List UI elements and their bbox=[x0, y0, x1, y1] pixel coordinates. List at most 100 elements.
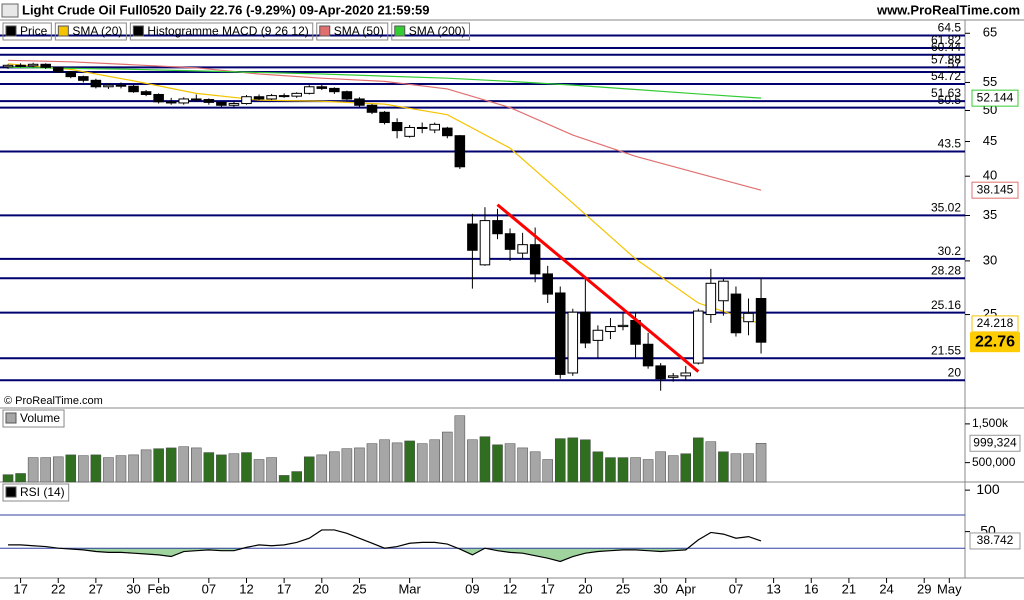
x-tick-label: 07 bbox=[729, 581, 743, 596]
candle-body bbox=[278, 95, 290, 98]
value-tag bbox=[971, 89, 1019, 107]
x-tick-label: 17 bbox=[277, 581, 291, 596]
candle-body bbox=[580, 311, 591, 344]
x-tick-label: 27 bbox=[89, 581, 103, 596]
volume-bar bbox=[479, 436, 491, 483]
value-tag-label: 38.145 bbox=[977, 182, 1014, 196]
candle-body bbox=[40, 63, 51, 68]
x-tick-label: 07 bbox=[202, 581, 216, 596]
value-tag bbox=[971, 181, 1019, 199]
volume-bar bbox=[680, 453, 692, 483]
candle-body bbox=[705, 282, 717, 316]
candle-body bbox=[128, 85, 139, 93]
volume-bar bbox=[429, 439, 441, 483]
y-tick-label: 35 bbox=[983, 207, 997, 222]
volume-bar bbox=[529, 451, 541, 483]
volume-bar bbox=[329, 451, 340, 483]
legend-item: SMA (200) bbox=[391, 22, 470, 41]
x-tick-label: 16 bbox=[804, 581, 818, 596]
value-tag bbox=[969, 434, 1021, 452]
candle-body bbox=[341, 91, 353, 100]
candle-body bbox=[78, 76, 89, 81]
candle-body bbox=[642, 343, 654, 367]
x-tick-label: 17 bbox=[13, 581, 27, 596]
level-label: 50.5 bbox=[938, 93, 962, 107]
volume-bar bbox=[554, 438, 566, 483]
legend-box bbox=[391, 22, 470, 41]
y-tick-label: 30 bbox=[983, 252, 997, 267]
value-tag-label: 24.218 bbox=[977, 316, 1014, 330]
x-tick-label: 09 bbox=[465, 581, 479, 596]
candle-body bbox=[442, 127, 453, 137]
candle-body bbox=[517, 244, 528, 254]
volume-bar bbox=[743, 453, 754, 483]
x-tick-label: 30 bbox=[653, 581, 667, 596]
volume-bar bbox=[115, 455, 127, 483]
volume-bar bbox=[2, 474, 14, 483]
chart-icon bbox=[1, 3, 19, 18]
volume-bar bbox=[517, 447, 528, 483]
volume-bar bbox=[454, 415, 466, 483]
candle-body bbox=[253, 96, 265, 100]
y-tick-label: 100 bbox=[976, 481, 1000, 497]
candle-body bbox=[554, 292, 566, 375]
candle-body bbox=[291, 92, 302, 97]
candle-body bbox=[529, 244, 541, 275]
x-tick-label: Feb bbox=[147, 581, 169, 596]
candle-body bbox=[115, 84, 127, 87]
legend-swatch bbox=[5, 486, 17, 498]
x-tick-label: May bbox=[937, 581, 962, 596]
candle-body bbox=[178, 98, 190, 104]
volume-bar bbox=[718, 451, 729, 483]
trendline bbox=[496, 203, 700, 373]
x-tick-label: 30 bbox=[126, 581, 140, 596]
candle-body bbox=[103, 84, 114, 88]
candle-body bbox=[492, 220, 503, 235]
candle-body bbox=[479, 220, 491, 266]
volume-bar bbox=[467, 439, 478, 483]
volume-bar bbox=[228, 453, 240, 483]
header-bar bbox=[0, 0, 1024, 20]
volume-bar bbox=[341, 448, 353, 483]
rsi-line bbox=[8, 529, 762, 563]
volume-bar bbox=[542, 459, 553, 483]
candle-body bbox=[216, 101, 227, 106]
volume-bar bbox=[303, 456, 315, 483]
value-tag bbox=[969, 532, 1021, 550]
volume-bar bbox=[730, 453, 742, 483]
volume-bar bbox=[52, 456, 64, 483]
candle-body bbox=[416, 126, 428, 129]
copyright: © ProRealTime.com bbox=[4, 395, 103, 407]
candle-body bbox=[165, 101, 177, 104]
volume-bar bbox=[90, 454, 102, 483]
legend-swatch bbox=[132, 25, 144, 37]
volume-bar bbox=[266, 457, 277, 483]
x-tick-label: 20 bbox=[578, 581, 592, 596]
volume-bar bbox=[278, 475, 290, 483]
panel-title: RSI (14) bbox=[20, 485, 65, 499]
x-tick-label: 25 bbox=[352, 581, 366, 596]
volume-bar bbox=[366, 443, 378, 483]
volume-bar bbox=[253, 459, 265, 483]
volume-bar bbox=[567, 437, 579, 483]
volume-bar bbox=[178, 446, 190, 483]
candle-body bbox=[730, 293, 742, 334]
level-label: 21.55 bbox=[931, 343, 961, 357]
volume-bar bbox=[605, 457, 616, 483]
legend-item: SMA (50) bbox=[316, 22, 389, 41]
x-tick-label: 17 bbox=[540, 581, 554, 596]
candle-body bbox=[27, 63, 39, 67]
candle-body bbox=[743, 312, 754, 323]
candle-body bbox=[693, 310, 704, 364]
candle-body bbox=[90, 79, 102, 88]
x-tick-label: Apr bbox=[676, 581, 697, 596]
candle-body bbox=[316, 86, 328, 89]
volume-bar bbox=[153, 448, 164, 483]
candle-body bbox=[52, 66, 64, 73]
candle-body bbox=[191, 98, 202, 101]
level-label: 51.63 bbox=[931, 86, 961, 100]
legend-swatch bbox=[394, 25, 406, 37]
volume-bar bbox=[705, 441, 717, 483]
volume-bar bbox=[291, 471, 302, 483]
